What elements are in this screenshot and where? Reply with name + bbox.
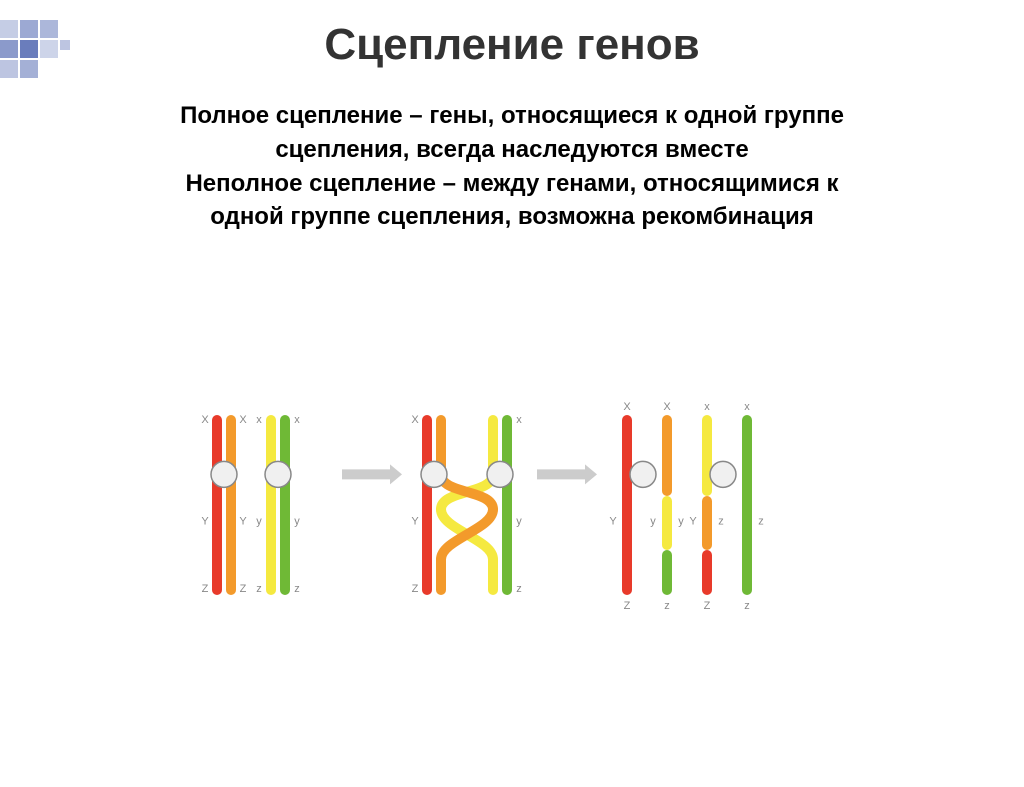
svg-text:z: z bbox=[516, 583, 522, 595]
svg-text:x: x bbox=[256, 414, 262, 426]
svg-text:z: z bbox=[718, 515, 724, 527]
svg-text:y: y bbox=[256, 515, 262, 527]
svg-text:z: z bbox=[664, 600, 670, 612]
svg-text:Y: Y bbox=[689, 515, 697, 527]
svg-text:Y: Y bbox=[201, 515, 209, 527]
svg-text:z: z bbox=[758, 515, 764, 527]
corner-decoration bbox=[0, 20, 120, 90]
svg-text:Y: Y bbox=[411, 515, 419, 527]
svg-text:Z: Z bbox=[624, 600, 631, 612]
svg-text:X: X bbox=[411, 414, 419, 426]
svg-text:X: X bbox=[201, 414, 209, 426]
svg-text:X: X bbox=[663, 401, 671, 413]
svg-text:y: y bbox=[678, 515, 684, 527]
svg-text:z: z bbox=[294, 583, 300, 595]
svg-text:x: x bbox=[744, 401, 750, 413]
svg-text:y: y bbox=[650, 515, 656, 527]
svg-text:Y: Y bbox=[609, 515, 617, 527]
description-block: Полное сцепление – гены, относящиеся к о… bbox=[30, 99, 994, 233]
svg-text:Z: Z bbox=[412, 583, 419, 595]
svg-text:X: X bbox=[239, 414, 247, 426]
svg-text:Z: Z bbox=[240, 583, 247, 595]
description-line: сцепления, всегда наследуются вместе bbox=[30, 133, 994, 167]
svg-text:Z: Z bbox=[704, 600, 711, 612]
svg-text:Z: Z bbox=[202, 583, 209, 595]
svg-text:x: x bbox=[516, 414, 522, 426]
svg-text:x: x bbox=[704, 401, 710, 413]
crossover-diagram: XYZXYZxyzxyzXYZxyzXZXzxZxzYyYzyz bbox=[192, 390, 832, 635]
svg-text:z: z bbox=[256, 583, 262, 595]
svg-text:x: x bbox=[294, 414, 300, 426]
svg-text:z: z bbox=[744, 600, 750, 612]
svg-text:Y: Y bbox=[239, 515, 247, 527]
description-line: одной группе сцепления, возможна рекомби… bbox=[30, 200, 994, 234]
svg-text:y: y bbox=[294, 515, 300, 527]
page-title: Сцепление генов bbox=[0, 20, 1024, 70]
description-line: Полное сцепление – гены, относящиеся к о… bbox=[30, 99, 994, 133]
svg-text:X: X bbox=[623, 401, 631, 413]
svg-text:y: y bbox=[516, 515, 522, 527]
description-line: Неполное сцепление – между генами, относ… bbox=[30, 167, 994, 201]
